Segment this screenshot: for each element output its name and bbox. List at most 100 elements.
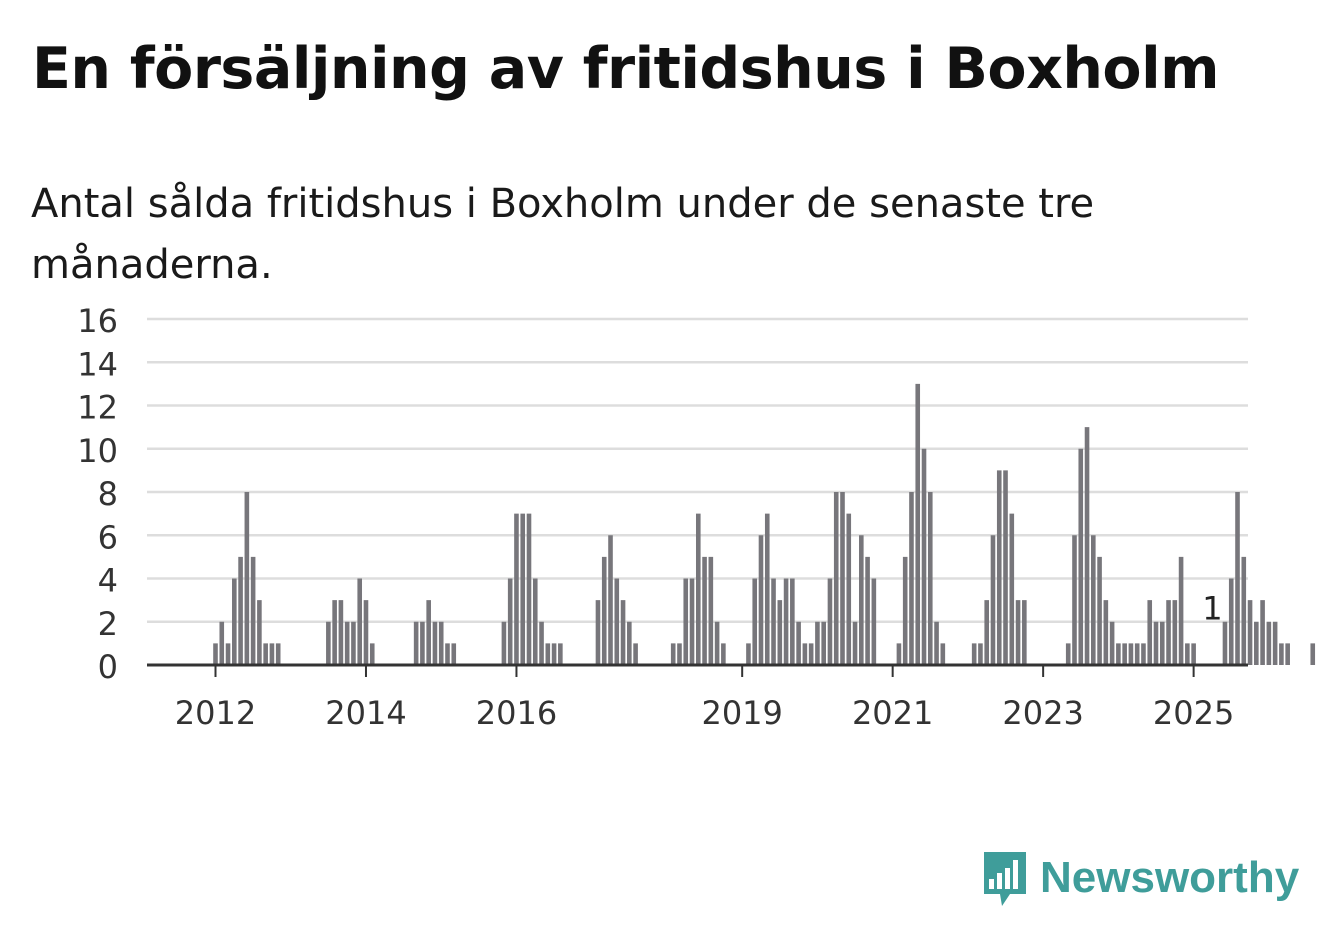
y-tick-label: 10 [77,432,118,470]
bar [902,556,908,665]
bar [846,513,852,665]
bar [614,578,620,665]
bar [1116,643,1121,665]
bar [532,578,538,665]
y-tick-label: 0 [98,648,118,686]
bar [263,643,268,665]
bar [1178,556,1184,665]
bar [1266,621,1272,665]
bar [432,621,438,665]
bar [802,643,808,665]
bar [551,643,557,665]
bar [526,513,532,665]
bar [1022,600,1027,665]
bar [1285,643,1290,665]
highlight-value-label: 1 [1202,589,1222,627]
bar [232,578,237,665]
bar [357,578,363,665]
bar [677,643,682,665]
bar [363,600,369,665]
bar [1015,600,1021,665]
bar [990,535,996,665]
bar [595,600,601,665]
bar [984,600,990,665]
bar [1147,600,1153,665]
bar [833,492,839,665]
bar [539,621,544,665]
bar [670,643,676,665]
bar [852,621,858,665]
bar [627,621,632,665]
bar [507,578,513,665]
x-tick-label: 2019 [701,694,782,732]
bar [771,578,776,665]
x-tick-label: 2023 [1002,694,1083,732]
y-tick-label: 6 [98,518,118,556]
bar [213,643,218,665]
bar [219,621,225,665]
bar [344,621,350,665]
bar [1272,621,1278,665]
bar [501,621,507,665]
bar [702,556,707,665]
bar [783,578,789,665]
brand-name: Newsworthy [1040,853,1300,902]
bar [1153,621,1159,665]
bar [558,643,563,665]
y-axis-labels: 0 2 4 6 8 10 12 14 16 [77,302,118,686]
bar [909,492,914,665]
y-tick-label: 2 [98,605,118,643]
chart-subtitle: Antal sålda fritidshus i Boxholm under d… [31,181,1095,288]
bar [1241,556,1247,665]
bar [1134,643,1140,665]
bar [714,621,720,665]
bar [896,643,902,665]
bar [620,600,626,665]
bar [764,513,770,665]
bar [1072,535,1077,665]
bar [1310,643,1316,665]
bar [827,578,833,665]
bar [921,448,927,665]
bar [721,643,726,665]
x-tick-label: 2012 [175,694,256,732]
bar [326,621,331,665]
bar [1097,556,1102,665]
bar [746,643,751,665]
bar [940,643,946,665]
bar [815,621,820,665]
bar [695,513,701,665]
bar [269,643,275,665]
bar [1103,600,1109,665]
bar [633,643,638,665]
bar [1222,621,1228,665]
bar [338,600,344,665]
bar [859,535,864,665]
bar [689,578,695,665]
bar [426,600,431,665]
bar [1078,448,1084,665]
bars [213,383,1316,665]
x-tick-label: 2021 [852,694,933,732]
bar [1166,600,1171,665]
bar [752,578,758,665]
bar [915,383,921,665]
bar [821,621,826,665]
bar [808,643,814,665]
bar [1128,643,1134,665]
bar [1260,600,1265,665]
bar [1228,578,1234,665]
bar [445,643,450,665]
bar [1159,621,1165,665]
bar [1109,621,1115,665]
bar [1254,621,1259,665]
x-tick-label: 2025 [1153,694,1234,732]
chart-title: En försäljning av fritidshus i Boxholm [32,36,1220,102]
bar [225,643,231,665]
bar [1141,643,1146,665]
y-tick-label: 14 [77,345,118,383]
bar [1065,643,1071,665]
bar [777,600,783,665]
bar [1084,427,1090,665]
